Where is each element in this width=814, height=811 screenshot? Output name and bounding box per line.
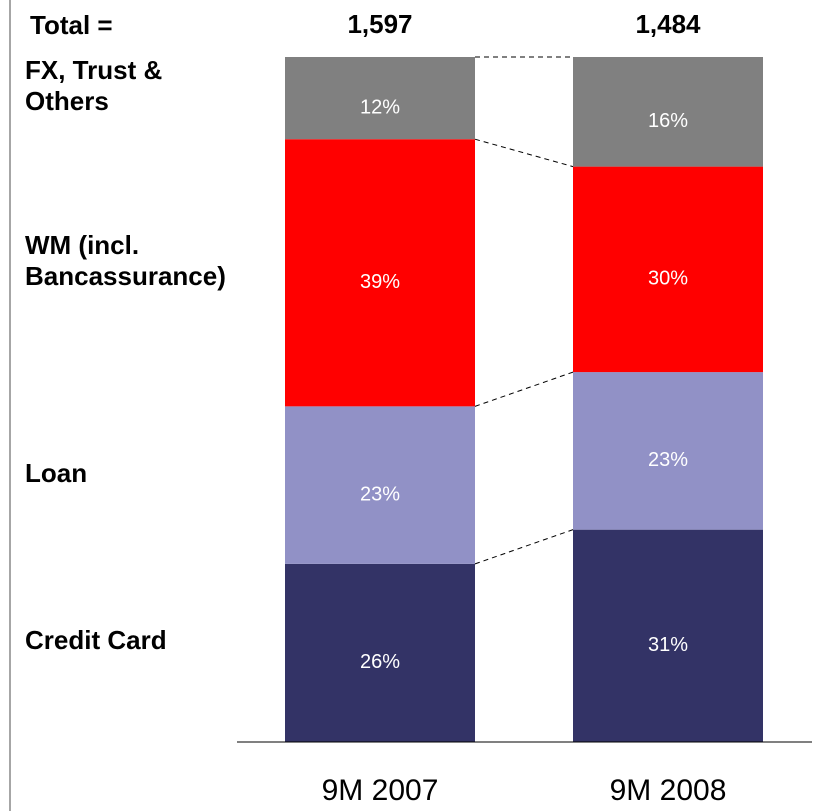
bar-segment <box>285 57 475 140</box>
series-label: FX, Trust & Others <box>25 55 163 117</box>
total-label: Total = <box>30 10 113 40</box>
connector-line <box>474 529 574 565</box>
data-label: 31% <box>648 634 688 656</box>
bar-segment <box>285 563 475 742</box>
data-label: 23% <box>648 449 688 471</box>
data-label: 39% <box>360 271 400 293</box>
data-label: 30% <box>648 268 688 290</box>
total-value: 1,597 <box>347 9 412 39</box>
data-label: 26% <box>360 651 400 673</box>
connector-line <box>474 138 574 168</box>
data-label: 23% <box>360 483 400 505</box>
bar-segment <box>573 166 763 373</box>
data-label: 16% <box>648 110 688 132</box>
total-value: 1,484 <box>635 9 701 39</box>
series-label: WM (incl. Bancassurance) <box>25 229 226 291</box>
x-tick-label: 9M 2008 <box>610 774 727 807</box>
bar-segment <box>285 139 475 407</box>
data-label: 12% <box>360 96 400 118</box>
bar-segment <box>573 57 763 167</box>
x-tick-label: 9M 2007 <box>322 774 439 807</box>
series-label: Loan <box>25 457 88 488</box>
bar-segment <box>285 406 475 564</box>
connector-line <box>474 371 574 407</box>
bar-segment <box>573 372 763 530</box>
series-label: Credit Card <box>25 625 167 656</box>
bar-segment <box>573 529 763 742</box>
